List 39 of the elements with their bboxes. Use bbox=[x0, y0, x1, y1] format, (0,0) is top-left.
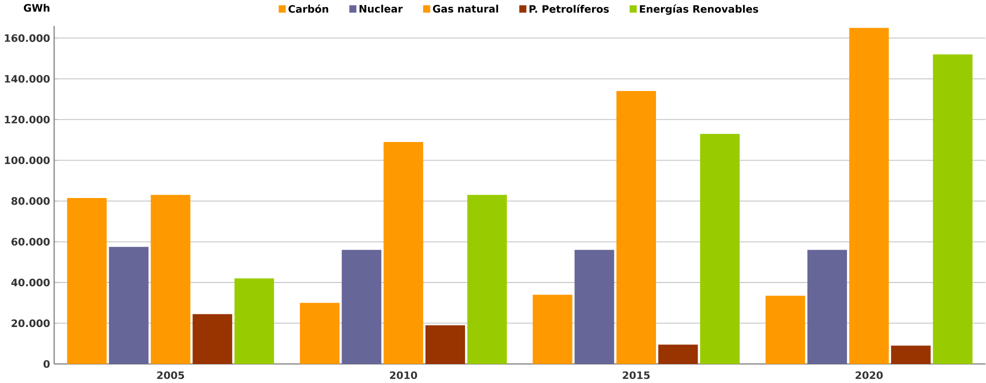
bar bbox=[932, 54, 972, 364]
y-tick-label: 160.000 bbox=[4, 34, 50, 42]
bar bbox=[300, 302, 340, 364]
y-tick-label: 20.000 bbox=[12, 319, 50, 328]
bar bbox=[700, 134, 740, 364]
y-tick-label: 140.000 bbox=[4, 75, 50, 83]
y-tick-label: 60.000 bbox=[12, 238, 50, 246]
bar bbox=[807, 250, 847, 364]
legend-label: Gas natural bbox=[432, 4, 498, 13]
legend-label: Energías Renovables bbox=[640, 4, 758, 15]
bar bbox=[150, 195, 190, 364]
bar bbox=[616, 91, 656, 364]
x-tick-label: 2005 bbox=[157, 371, 184, 380]
y-tick-label: 40.000 bbox=[11, 278, 50, 286]
legend-label: P. Petrolíferos bbox=[530, 4, 609, 13]
x-tick-label: 2020 bbox=[856, 371, 883, 380]
bar bbox=[67, 198, 107, 364]
bar bbox=[192, 314, 232, 364]
legend-label: Nuclear bbox=[360, 4, 403, 13]
bar bbox=[425, 325, 466, 364]
y-tick-label: 100.000 bbox=[4, 156, 50, 164]
bar bbox=[532, 294, 572, 364]
y-tick-label: 0 bbox=[44, 360, 50, 368]
bar bbox=[384, 142, 424, 364]
bar bbox=[658, 344, 698, 364]
bar bbox=[891, 346, 931, 364]
y-tick-label: 120.000 bbox=[4, 116, 50, 124]
x-tick-label: 2015 bbox=[622, 371, 650, 380]
bar bbox=[766, 296, 806, 364]
legend-label: Carbón bbox=[288, 4, 328, 13]
bar bbox=[234, 278, 274, 364]
bar bbox=[108, 246, 149, 364]
y-tick-label: 80.000 bbox=[11, 197, 50, 205]
bar bbox=[342, 250, 382, 364]
bar bbox=[849, 28, 889, 364]
bar bbox=[574, 250, 614, 364]
bar bbox=[467, 195, 507, 364]
y-axis-title: GWh bbox=[24, 4, 50, 12]
x-tick-label: 2010 bbox=[390, 371, 418, 380]
